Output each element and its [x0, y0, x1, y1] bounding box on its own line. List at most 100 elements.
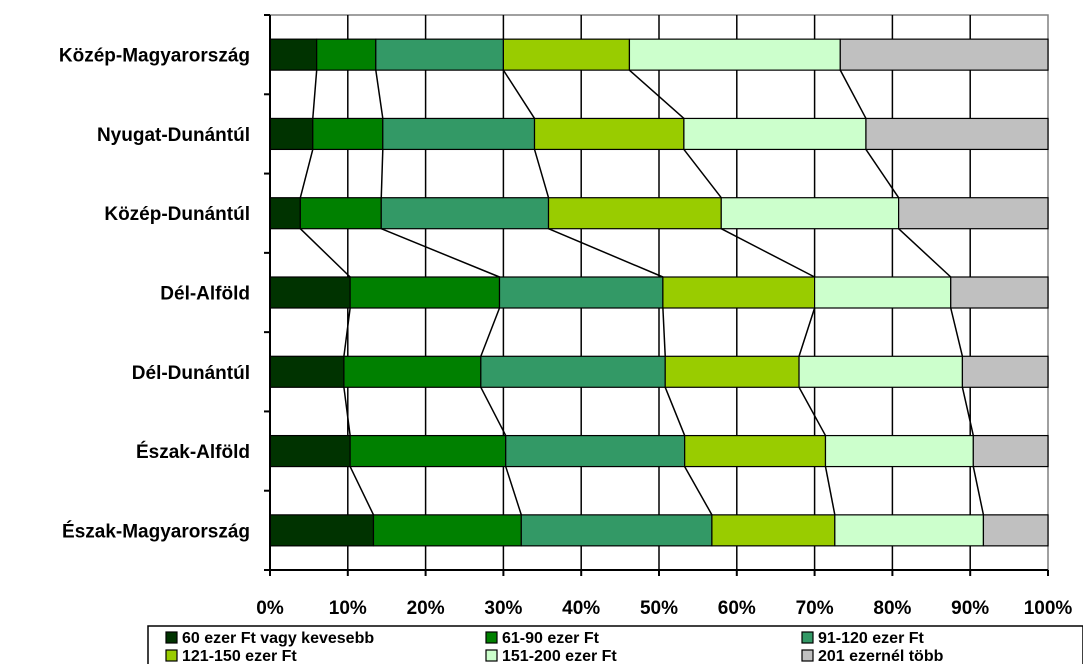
legend-swatch: [801, 649, 814, 662]
bar-segment: [299, 197, 382, 230]
series-line: [299, 149, 314, 198]
legend-label: 121-150 ezer Ft: [182, 648, 297, 664]
series-line: [898, 228, 952, 278]
bar-segment: [982, 514, 1049, 547]
category-label: Dél-Dunántúl: [132, 363, 250, 384]
legend-swatch: [801, 631, 814, 644]
series-line: [972, 466, 985, 516]
legend-label: 60 ezer Ft vagy kevesebb: [182, 630, 374, 647]
legend-label: 91-120 ezer Ft: [818, 630, 925, 647]
series-line: [299, 228, 351, 278]
bar-segment: [898, 197, 1049, 230]
bar-segment: [628, 38, 841, 71]
bar-segment: [312, 117, 384, 151]
bar-segment: [961, 355, 1049, 388]
bar-segment: [269, 117, 314, 151]
bar-segment: [684, 434, 827, 468]
legend-swatch: [165, 631, 178, 644]
bar-segment: [798, 355, 964, 388]
legend-label: 61-90 ezer Ft: [502, 630, 600, 647]
bar-segment: [269, 434, 351, 468]
series-line: [684, 466, 713, 516]
series-line: [375, 70, 384, 119]
x-tick-label: 20%: [407, 598, 445, 619]
bar-segment: [547, 197, 722, 230]
legend-label: 201 ezernél több: [818, 648, 944, 664]
bar-segment: [349, 276, 501, 309]
bar-segment: [382, 117, 536, 151]
series-line: [628, 69, 685, 119]
bar-segment: [662, 276, 816, 309]
bar-segment: [505, 434, 686, 468]
series-line: [505, 466, 523, 516]
series-line: [664, 387, 686, 436]
bar-segment: [380, 197, 550, 230]
series-line: [480, 307, 501, 357]
x-tick-label: 0%: [256, 598, 284, 619]
bar-segment: [498, 276, 664, 309]
bar-segment: [520, 514, 713, 547]
bar-segment: [349, 434, 507, 468]
x-tick-label: 10%: [329, 598, 367, 619]
bar-segment: [480, 355, 666, 388]
bar-segment: [972, 434, 1049, 468]
series-line: [839, 69, 867, 119]
bar-segment: [683, 117, 867, 151]
series-line: [798, 307, 816, 357]
bar-segment: [316, 38, 377, 71]
bar-segment: [813, 276, 952, 309]
bar-segment: [269, 197, 301, 230]
x-tick-label: 80%: [873, 598, 911, 619]
x-tick-label: 100%: [1024, 598, 1073, 619]
category-label: Nyugat-Dunántúl: [97, 125, 250, 146]
bar-segment: [269, 276, 351, 309]
series-line: [480, 386, 507, 436]
legend-label: 151-200 ezer Ft: [502, 648, 617, 664]
bar-segment: [269, 355, 345, 388]
series-line: [343, 307, 351, 357]
legend-swatch: [485, 649, 498, 662]
bar-segment: [372, 514, 522, 547]
bar-segment: [865, 117, 1049, 151]
series-line: [662, 307, 666, 357]
bar-segment: [711, 514, 836, 547]
bar-segment: [269, 38, 318, 71]
series-line: [865, 149, 900, 199]
series-line: [312, 70, 318, 119]
series-line: [824, 466, 836, 515]
series-line: [533, 149, 550, 198]
bar-segment: [664, 355, 800, 388]
x-tick-label: 70%: [796, 598, 834, 619]
bar-segment: [375, 38, 505, 71]
series-line: [683, 148, 722, 199]
x-tick-label: 60%: [718, 598, 756, 619]
legend-swatch: [485, 631, 498, 644]
bar-segment: [343, 355, 482, 388]
x-tick-label: 40%: [562, 598, 600, 619]
series-line: [950, 307, 964, 357]
legend-swatch: [165, 649, 178, 662]
x-tick-label: 30%: [484, 598, 522, 619]
x-tick-label: 90%: [951, 598, 989, 619]
bar-segment: [533, 117, 685, 151]
x-tick-label: 50%: [640, 598, 678, 619]
bar-segment: [834, 514, 985, 547]
legend-box: [147, 625, 1083, 664]
bar-segment: [269, 514, 375, 547]
series-line: [380, 149, 384, 198]
series-line: [380, 228, 500, 278]
category-label: Dél-Alföld: [160, 284, 250, 305]
category-label: Közép-Magyarország: [59, 46, 250, 67]
series-line: [343, 387, 351, 436]
bar-segment: [839, 38, 1049, 71]
category-label: Észak-Magyarország: [62, 520, 250, 542]
bar-segment: [720, 197, 900, 230]
series-line: [798, 386, 827, 436]
series-line: [548, 228, 664, 278]
series-line: [720, 228, 815, 278]
bar-segment: [950, 276, 1049, 309]
series-line: [502, 69, 536, 119]
bar-segment: [824, 434, 974, 468]
category-label: Közép-Dunántúl: [104, 204, 250, 225]
